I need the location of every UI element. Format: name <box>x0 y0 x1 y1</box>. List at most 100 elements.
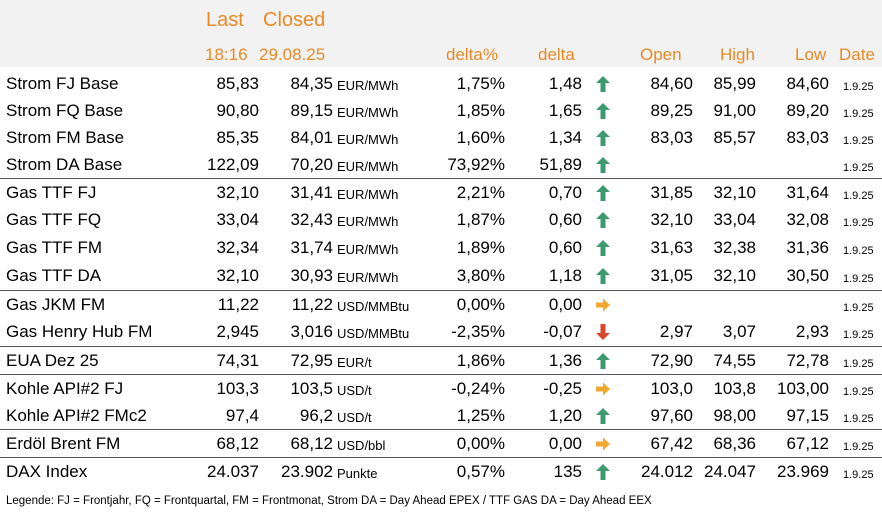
cell-low: 32,08 <box>786 210 829 229</box>
cell-unit: USD/bbl <box>337 438 386 453</box>
table-row: Strom FJ Base 85,83 84,35 1,75% 1,48 84,60 85,… <box>0 70 882 97</box>
cell-high: 103,8 <box>713 379 756 398</box>
cell-high: 3,07 <box>722 322 756 341</box>
header-open: Open <box>640 45 682 64</box>
cell-last: 68,12 <box>216 434 259 453</box>
cell-last: 122,09 <box>207 155 259 174</box>
cell-delta: 135 <box>553 462 582 481</box>
cell-closed: 89,15 <box>290 101 333 120</box>
cell-closed: 84,01 <box>290 128 333 147</box>
cell-date: 1.9.25 <box>843 108 874 120</box>
cell-delta: 1,20 <box>548 406 582 425</box>
cell-last: 32,34 <box>216 238 259 257</box>
cell-high: 32,10 <box>713 183 756 202</box>
cell-low: 30,50 <box>786 266 829 285</box>
table-row: Erdöl Brent FM 68,12 68,12 0,00% 0,00 67,42 68… <box>0 429 882 457</box>
arrow-up-icon <box>596 268 610 284</box>
header-closed: Closed <box>263 9 326 31</box>
arrow-up-icon <box>596 185 610 201</box>
cell-last: 24.037 <box>207 462 259 481</box>
table-row: EUA Dez 25 74,31 72,95 1,86% 1,36 72,90 74,55 7… <box>0 346 882 374</box>
header-closed-date: 29.08.25 <box>259 45 326 64</box>
table-row: Gas TTF FM 32,34 31,74 1,89% 0,60 31,63 32,38 3… <box>0 234 882 261</box>
cell-high: 91,00 <box>713 101 756 120</box>
cell-high: 74,55 <box>713 351 756 370</box>
cell-closed: 84,35 <box>290 74 333 93</box>
cell-last: 97,4 <box>225 406 259 425</box>
instrument-name: Strom FJ Base <box>6 74 119 93</box>
cell-last: 103,3 <box>216 379 259 398</box>
cell-pct: -2,35% <box>451 322 505 341</box>
cell-open: 31,85 <box>650 183 693 202</box>
cell-low: 103,00 <box>777 379 829 398</box>
table-row: DAX Index 24.037 23.902 0,57% 135 24.012 24.04… <box>0 457 882 485</box>
cell-low: 23.969 <box>777 462 829 481</box>
instrument-name: Gas TTF FJ <box>6 183 97 202</box>
header-delta-pct: delta% <box>446 45 498 64</box>
cell-unit: EUR/MWh <box>337 187 399 202</box>
cell-unit: Punkte <box>337 466 378 481</box>
table-row: Gas TTF FQ 33,04 32,43 1,87% 0,60 32,10 33,04 3… <box>0 206 882 233</box>
cell-pct: 1,89% <box>456 238 505 257</box>
header-low: Low <box>795 45 827 64</box>
cell-open: 32,10 <box>650 210 693 229</box>
arrow-down-icon <box>596 324 610 340</box>
cell-pct: 1,75% <box>456 74 505 93</box>
arrow-up-icon <box>596 240 610 256</box>
cell-unit: USD/t <box>337 383 372 398</box>
instrument-name: Strom FM Base <box>6 128 125 147</box>
table-row: Strom DA Base 122,09 70,20 73,92% 51,89 EUR/M… <box>0 151 882 178</box>
cell-pct: -0,24% <box>451 379 505 398</box>
cell-date: 1.9.25 <box>843 162 874 174</box>
header-delta: delta <box>538 45 575 64</box>
cell-delta: 1,48 <box>548 74 582 93</box>
cell-high: 24.047 <box>704 462 756 481</box>
cell-last: 32,10 <box>216 266 259 285</box>
cell-date: 1.9.25 <box>843 273 874 285</box>
table-row: Gas JKM FM 11,22 11,22 0,00% 0,00 USD/MMBtu 1.… <box>0 290 882 318</box>
arrow-right-icon <box>596 382 610 396</box>
cell-closed: 31,41 <box>290 183 333 202</box>
cell-date: 1.9.25 <box>843 302 874 314</box>
cell-date: 1.9.25 <box>843 135 874 147</box>
cell-date: 1.9.25 <box>843 245 874 257</box>
cell-date: 1.9.25 <box>843 413 874 425</box>
cell-unit: USD/MMBtu <box>337 326 410 341</box>
cell-closed: 68,12 <box>290 434 333 453</box>
cell-open: 24.012 <box>641 462 693 481</box>
cell-delta: 0,70 <box>548 183 582 202</box>
cell-unit: EUR/MWh <box>337 270 399 285</box>
arrow-up-icon <box>596 76 610 92</box>
cell-date: 1.9.25 <box>843 441 874 453</box>
cell-high: 32,10 <box>713 266 756 285</box>
instrument-name: Strom FQ Base <box>6 101 124 120</box>
cell-open: 103,0 <box>650 379 693 398</box>
cell-closed: 70,20 <box>290 155 333 174</box>
cell-pct: 73,92% <box>447 155 505 174</box>
header-background <box>0 0 882 67</box>
table-row: Gas TTF DA 32,10 30,93 3,80% 1,18 31,05 32,10 3… <box>0 262 882 289</box>
cell-delta: 0,00 <box>548 295 582 314</box>
cell-pct: 1,87% <box>456 210 505 229</box>
arrow-up-icon <box>596 157 610 173</box>
cell-low: 31,64 <box>786 183 829 202</box>
cell-closed: 96,2 <box>299 406 333 425</box>
cell-closed: 31,74 <box>290 238 333 257</box>
cell-open: 31,63 <box>650 238 693 257</box>
cell-last: 33,04 <box>216 210 259 229</box>
arrow-up-icon <box>596 212 610 228</box>
arrow-up-icon <box>596 464 610 480</box>
cell-closed: 11,22 <box>291 295 333 314</box>
cell-last: 85,35 <box>216 128 259 147</box>
cell-high: 68,36 <box>713 434 756 453</box>
cell-open: 89,25 <box>650 101 693 120</box>
cell-unit: USD/t <box>337 410 372 425</box>
header-high: High <box>720 45 755 64</box>
cell-last: 32,10 <box>216 183 259 202</box>
cell-closed: 3,016 <box>290 322 333 341</box>
legend: Legende: FJ = Frontjahr, FQ = Frontquart… <box>6 495 652 507</box>
cell-high: 32,38 <box>713 238 756 257</box>
cell-pct: 1,25% <box>456 406 505 425</box>
cell-closed: 23.902 <box>281 462 333 481</box>
cell-open: 31,05 <box>650 266 693 285</box>
